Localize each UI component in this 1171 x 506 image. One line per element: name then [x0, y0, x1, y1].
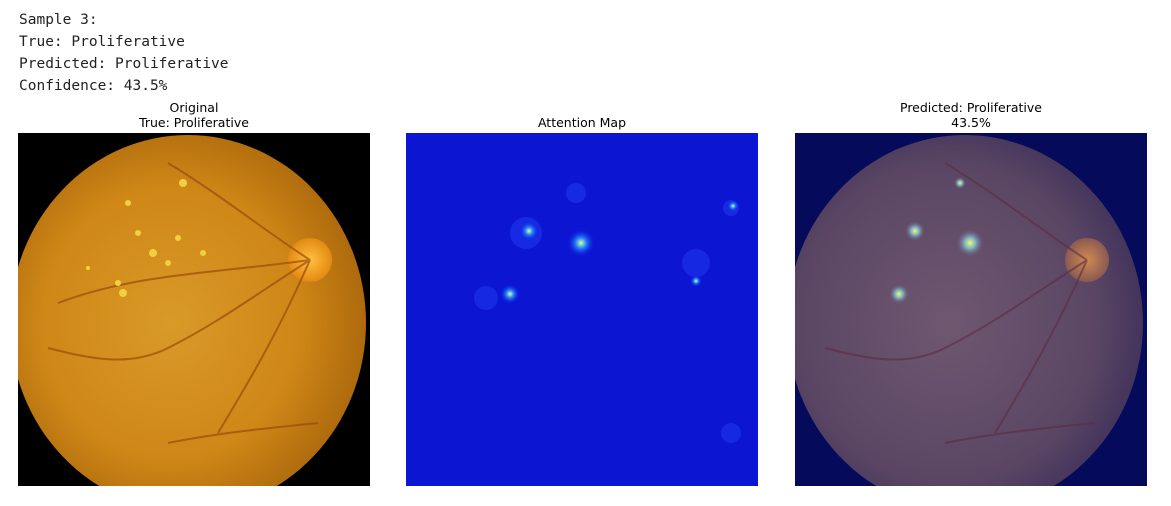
overlay-image	[795, 133, 1147, 486]
confidence-label: Confidence: 43.5%	[19, 78, 168, 94]
original-panel: Original True: Proliferative	[18, 100, 370, 486]
original-fundus-image	[18, 133, 370, 486]
original-title-line2: True: Proliferative	[139, 115, 249, 130]
sample-label: Sample 3:	[19, 12, 98, 28]
overlay-panel: Predicted: Proliferative 43.5%	[795, 100, 1147, 486]
original-title: Original True: Proliferative	[18, 100, 370, 133]
overlay-title: Predicted: Proliferative 43.5%	[795, 100, 1147, 133]
true-label: True: Proliferative	[19, 34, 185, 50]
exudates	[86, 179, 206, 297]
original-title-line1: Original	[169, 100, 219, 115]
attention-panel: Attention Map	[406, 101, 758, 486]
predicted-label: Predicted: Proliferative	[19, 56, 229, 72]
output-log: Sample 3: True: Proliferative Predicted: P…	[19, 9, 229, 97]
overlay-title-line2: 43.5%	[951, 115, 991, 130]
attention-title: Attention Map	[406, 101, 758, 133]
attention-title-line1: Attention Map	[537, 115, 627, 130]
attention-map-image	[406, 133, 758, 486]
overlay-title-line1: Predicted: Proliferative	[900, 100, 1042, 115]
